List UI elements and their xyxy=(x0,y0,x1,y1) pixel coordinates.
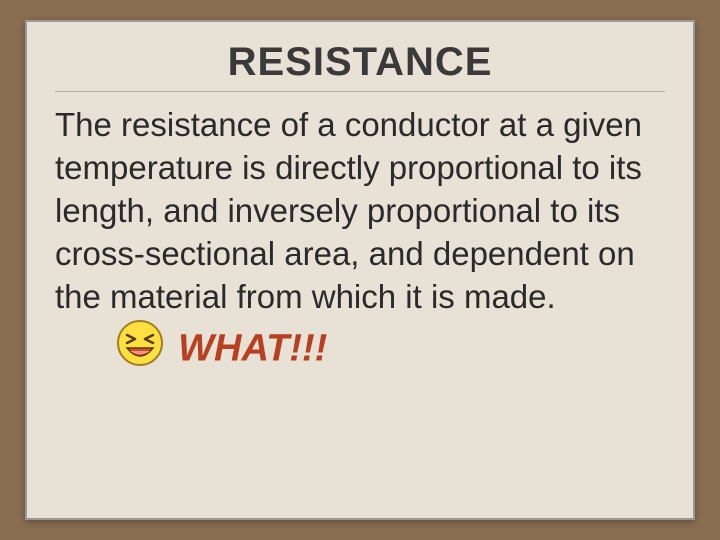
slide-title: RESISTANCE xyxy=(55,40,665,85)
body-text: The resistance of a conductor at a given… xyxy=(55,106,642,315)
slide-container: RESISTANCE The resistance of a conductor… xyxy=(25,20,695,520)
body-paragraph: The resistance of a conductor at a given… xyxy=(55,104,665,379)
title-divider xyxy=(55,91,665,92)
laughing-face-icon xyxy=(115,318,165,379)
what-exclaim: WHAT!!! xyxy=(178,327,327,369)
